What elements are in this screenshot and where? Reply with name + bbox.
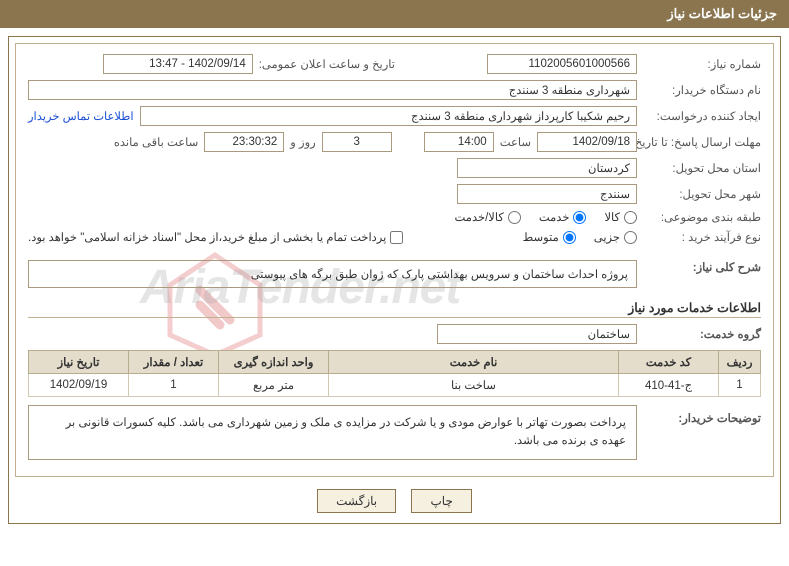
delivery-province-label: استان محل تحویل: xyxy=(643,161,761,175)
th-row: ردیف xyxy=(719,351,761,374)
table-header-row: ردیف کد خدمت نام خدمت واحد اندازه گیری ت… xyxy=(29,351,761,374)
delivery-province-value: کردستان xyxy=(457,158,637,178)
cat-goods-option[interactable]: کالا xyxy=(604,210,637,224)
td-qty: 1 xyxy=(129,374,219,397)
th-unit: واحد اندازه گیری xyxy=(219,351,329,374)
services-table: ردیف کد خدمت نام خدمت واحد اندازه گیری ت… xyxy=(28,350,761,397)
category-radio-group: کالا خدمت کالا/خدمت xyxy=(455,210,638,224)
buyer-org-value: شهرداری منطقه 3 سنندج xyxy=(28,80,637,100)
buyer-notes-text: پرداخت بصورت تهاتر با عوارض مودی و یا شر… xyxy=(28,405,637,460)
th-code: کد خدمت xyxy=(619,351,719,374)
service-group-value: ساختمان xyxy=(437,324,637,344)
announce-value: 1402/09/14 - 13:47 xyxy=(103,54,253,74)
delivery-city-value: سنندج xyxy=(457,184,637,204)
req-number-label: شماره نیاز: xyxy=(643,57,761,71)
overview-text: پروژه احداث ساختمان و سرویس بهداشتی پارک… xyxy=(28,260,637,288)
remaining-label: ساعت باقی مانده xyxy=(114,135,198,149)
button-bar: چاپ بازگشت xyxy=(15,489,774,513)
cat-service-label: خدمت xyxy=(539,210,570,224)
type-small-label: جزیی xyxy=(594,230,620,244)
requester-value: رحیم شکیبا کارپرداز شهرداری منطقه 3 سنند… xyxy=(140,106,637,126)
th-name: نام خدمت xyxy=(329,351,619,374)
type-small-radio[interactable] xyxy=(624,231,637,244)
table-row: 1 ج-41-410 ساخت بنا متر مربع 1 1402/09/1… xyxy=(29,374,761,397)
cat-service-option[interactable]: خدمت xyxy=(539,210,587,224)
th-date: تاریخ نیاز xyxy=(29,351,129,374)
countdown-value: 23:30:32 xyxy=(204,132,284,152)
type-medium-radio[interactable] xyxy=(563,231,576,244)
cat-goods-radio[interactable] xyxy=(624,211,637,224)
days-count-value: 3 xyxy=(322,132,392,152)
td-code: ج-41-410 xyxy=(619,374,719,397)
cat-goods-service-option[interactable]: کالا/خدمت xyxy=(455,210,521,224)
cat-goods-label: کالا xyxy=(604,210,620,224)
td-row: 1 xyxy=(719,374,761,397)
buyer-org-label: نام دستگاه خریدار: xyxy=(643,83,761,97)
treasury-checkbox[interactable] xyxy=(390,231,403,244)
requester-label: ایجاد کننده درخواست: xyxy=(643,109,761,123)
treasury-note-text: پرداخت تمام یا بخشی از مبلغ خرید،از محل … xyxy=(28,230,386,244)
buyer-notes-label: توضیحات خریدار: xyxy=(643,405,761,425)
type-small-option[interactable]: جزیی xyxy=(594,230,637,244)
type-medium-option[interactable]: متوسط xyxy=(523,230,576,244)
deadline-label: مهلت ارسال پاسخ: تا تاریخ: xyxy=(643,135,761,149)
delivery-city-label: شهر محل تحویل: xyxy=(643,187,761,201)
td-unit: متر مربع xyxy=(219,374,329,397)
purchase-type-radio-group: جزیی متوسط xyxy=(523,230,637,244)
print-button[interactable]: چاپ xyxy=(411,489,471,513)
service-group-label: گروه خدمت: xyxy=(643,327,761,341)
td-date: 1402/09/19 xyxy=(29,374,129,397)
cat-goods-service-radio[interactable] xyxy=(508,211,521,224)
th-qty: تعداد / مقدار xyxy=(129,351,219,374)
back-button[interactable]: بازگشت xyxy=(317,489,396,513)
type-medium-label: متوسط xyxy=(523,230,559,244)
req-number-value: 1102005601000566 xyxy=(487,54,637,74)
inner-frame: شماره نیاز: 1102005601000566 تاریخ و ساع… xyxy=(15,43,774,477)
treasury-checkbox-wrap[interactable]: پرداخت تمام یا بخشی از مبلغ خرید،از محل … xyxy=(28,230,403,244)
services-section-title: اطلاعات خدمات مورد نیاز xyxy=(28,300,761,318)
time-label: ساعت xyxy=(500,135,531,149)
page-header: جزئیات اطلاعات نیاز xyxy=(0,0,789,28)
cat-service-radio[interactable] xyxy=(573,211,586,224)
td-name: ساخت بنا xyxy=(329,374,619,397)
cat-goods-service-label: کالا/خدمت xyxy=(455,210,504,224)
deadline-date-value: 1402/09/18 xyxy=(537,132,637,152)
contact-link[interactable]: اطلاعات تماس خریدار xyxy=(28,109,134,123)
category-label: طبقه بندی موضوعی: xyxy=(643,210,761,224)
purchase-type-label: نوع فرآیند خرید : xyxy=(643,230,761,244)
outer-frame: شماره نیاز: 1102005601000566 تاریخ و ساع… xyxy=(8,36,781,524)
deadline-time-value: 14:00 xyxy=(424,132,494,152)
announce-label: تاریخ و ساعت اعلان عمومی: xyxy=(259,57,395,71)
days-and-label: روز و xyxy=(290,135,315,149)
overview-label: شرح کلی نیاز: xyxy=(643,256,761,274)
